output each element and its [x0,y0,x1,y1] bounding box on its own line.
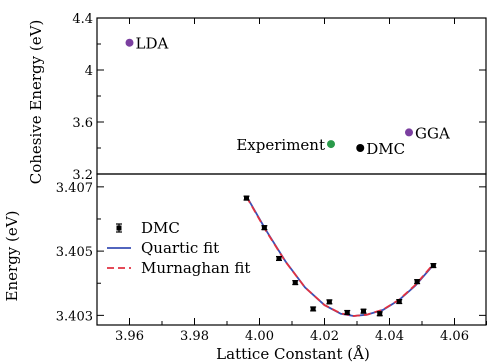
bottom-panel-energy-fit: 3.96 3.98 4.00 4.02 4.04 4.06 3.403 3.405 3.407 D… [56,173,487,344]
x-axis-label: Lattice Constant (Å) [216,345,370,363]
legend-dmc-marker [116,225,122,231]
top-y-tick-label: 4.4 [72,12,93,27]
top-y-tick-label: 4 [85,64,93,79]
dmc-point [326,299,332,305]
dmc-point [261,225,267,231]
top-y-tick-label: 3.6 [72,116,93,131]
point-label-gga: GGA [415,124,450,142]
legend-label: Murnaghan fit [141,259,250,277]
top-y-axis-label: Cohesive Energy (eV) [27,20,45,185]
point-dmc [356,144,365,152]
dmc-point [244,195,249,201]
point-gga [405,128,413,137]
x-tick-label: 3.98 [180,329,209,344]
dmc-point [414,279,420,285]
bottom-y-tick-label: 3.405 [56,245,93,260]
dmc-point [344,309,350,315]
x-tick-label: 4.00 [245,329,274,344]
dmc-point [430,263,436,269]
bottom-y-axis-label: Energy (eV) [3,211,21,302]
x-tick-label: 4.02 [310,329,339,344]
dmc-point [361,308,366,314]
dmc-point [292,280,298,286]
dmc-point [310,306,316,312]
dmc-point [377,311,383,317]
point-label-dmc: DMC [366,140,405,158]
x-tick-label: 4.06 [440,329,469,344]
legend-label: DMC [141,219,180,237]
point-lda [125,38,134,47]
series-murnaghan-fit [245,196,435,317]
point-label-lda: LDA [136,35,169,53]
point-label-experiment: Experiment [236,136,325,154]
legend-label: Quartic fit [141,239,219,257]
bottom-y-tick-label: 3.403 [56,309,93,324]
top-y-tick-label: 3.2 [72,168,93,183]
dmc-point [396,299,402,305]
top-panel-cohesive-energy: 3.2 3.6 4 4.4 LDA Experiment DMC GGA [72,12,487,183]
series-quartic-fit [245,195,435,317]
x-tick-label: 4.04 [375,329,404,344]
x-tick-label: 3.96 [115,329,144,344]
bottom-y-tick-label: 3.407 [56,181,93,196]
point-experiment [327,140,335,149]
dmc-point [276,255,282,261]
